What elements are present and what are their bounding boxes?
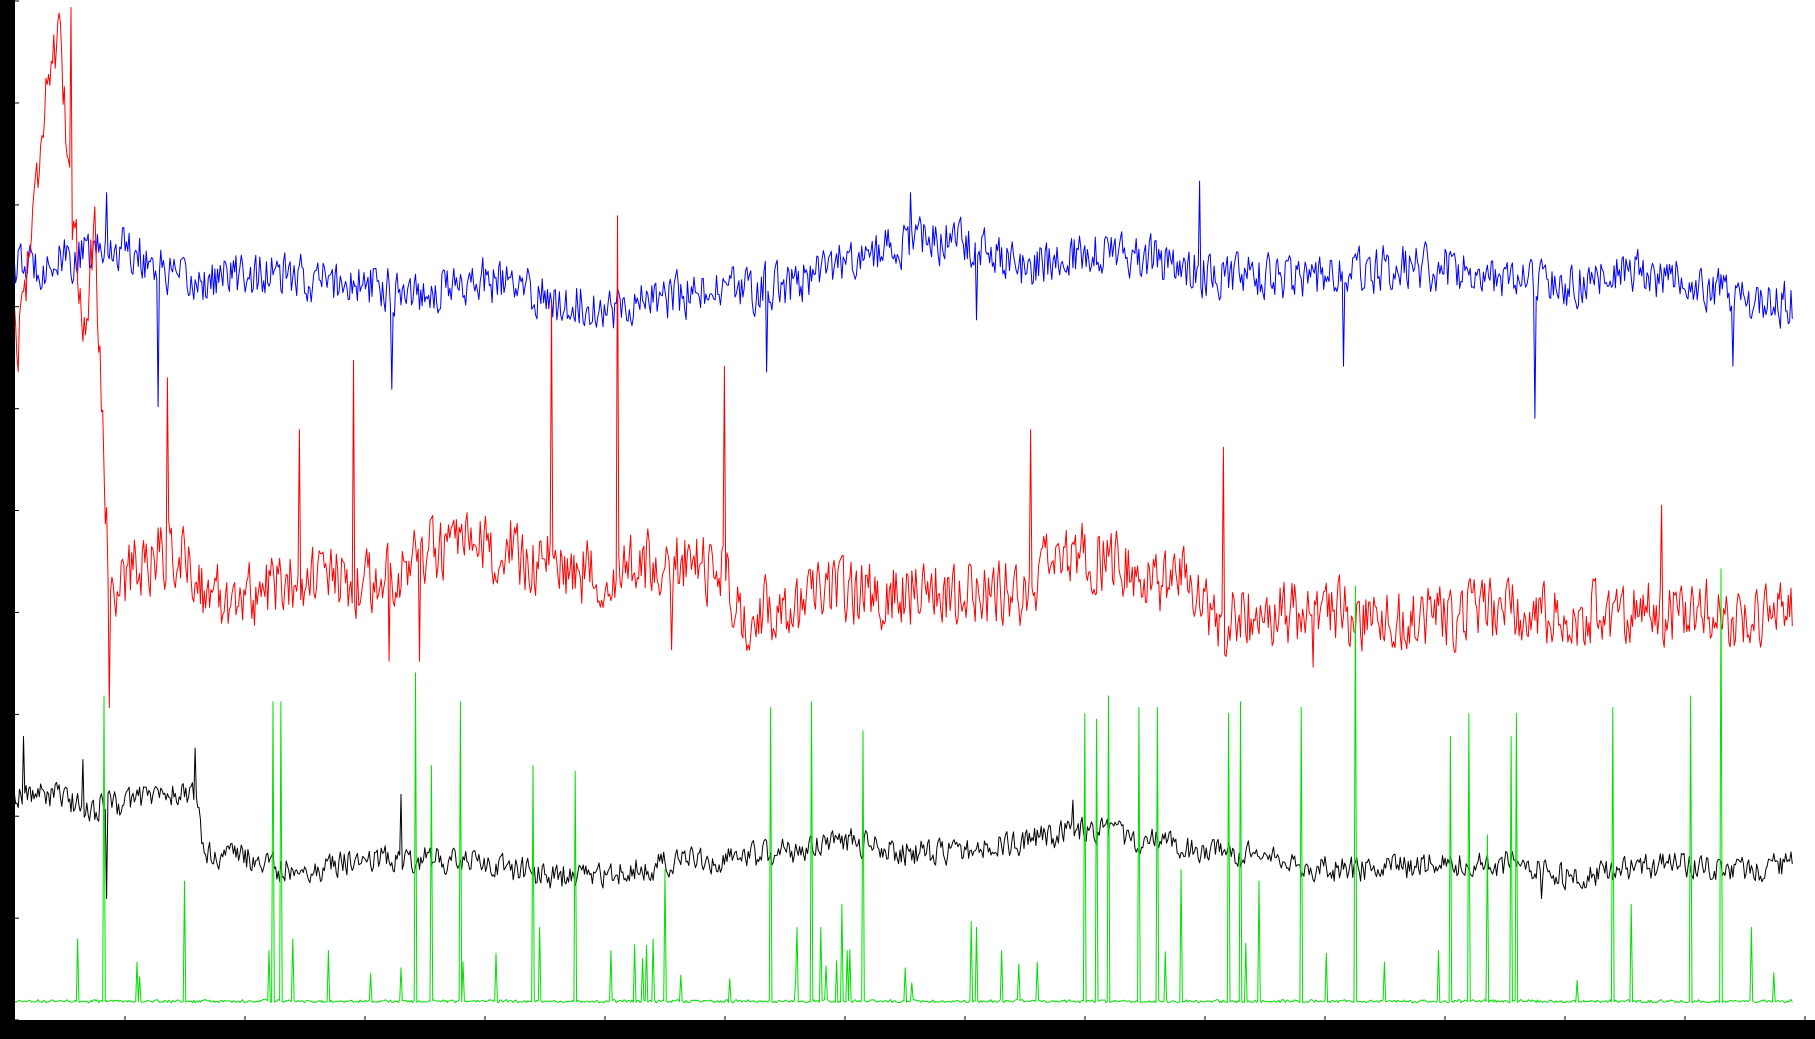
y-tick-label: 5283: [3, 396, 14, 421]
series-layer: [4, 7, 1793, 1004]
x-tick-label: 14:11: [1311, 1025, 1340, 1036]
x-axis: 14:01 14:02 14:03 14:04 14:05 14:06 14:07 14:08…: [111, 1016, 1815, 1036]
x-tick-label: 14:01: [111, 1025, 140, 1036]
y-axis: 0 880 1761 2641 3522 4403 5283 6164 7044 7925 8806: [3, 0, 19, 1021]
series-line-1: [4, 180, 1793, 419]
x-tick-label: 14:15: [1786, 1025, 1815, 1036]
y-tick-label: 6164: [3, 294, 14, 319]
x-axis-bar: [0, 1020, 1815, 1039]
x-tick-label: 14:13: [1551, 1025, 1580, 1036]
series-line-2: [4, 7, 1793, 709]
y-tick-label: 0: [3, 1001, 14, 1007]
y-tick-label: 2641: [3, 702, 14, 727]
y-tick-label: 8806: [3, 3, 14, 28]
x-tick-label: 14:03: [351, 1025, 380, 1036]
y-tick-label: 3522: [3, 600, 14, 625]
y-tick-label: 1761: [3, 803, 14, 828]
y-tick-label: 4403: [3, 498, 14, 523]
x-tick-label: 14:12: [1431, 1025, 1460, 1036]
x-tick-label: 14:10: [1191, 1025, 1220, 1036]
series-line-3: [4, 736, 1793, 899]
x-tick-label: 14:02: [231, 1025, 260, 1036]
x-tick-label: 14:04: [471, 1025, 500, 1036]
x-tick-label: 14:14: [1671, 1025, 1700, 1036]
x-tick-label: 14:05: [591, 1025, 620, 1036]
y-tick-label: 7925: [3, 90, 14, 115]
x-tick-label: 14:09: [1071, 1025, 1100, 1036]
x-tick-label: 14:07: [831, 1025, 860, 1036]
y-tick-label: 7044: [3, 192, 14, 217]
y-tick-label: 880: [3, 909, 14, 928]
x-tick-label: 14:06: [711, 1025, 740, 1036]
series-line-4: [4, 568, 1793, 1004]
y-axis-bar: [0, 0, 15, 1039]
x-tick-label: 14:08: [951, 1025, 980, 1036]
